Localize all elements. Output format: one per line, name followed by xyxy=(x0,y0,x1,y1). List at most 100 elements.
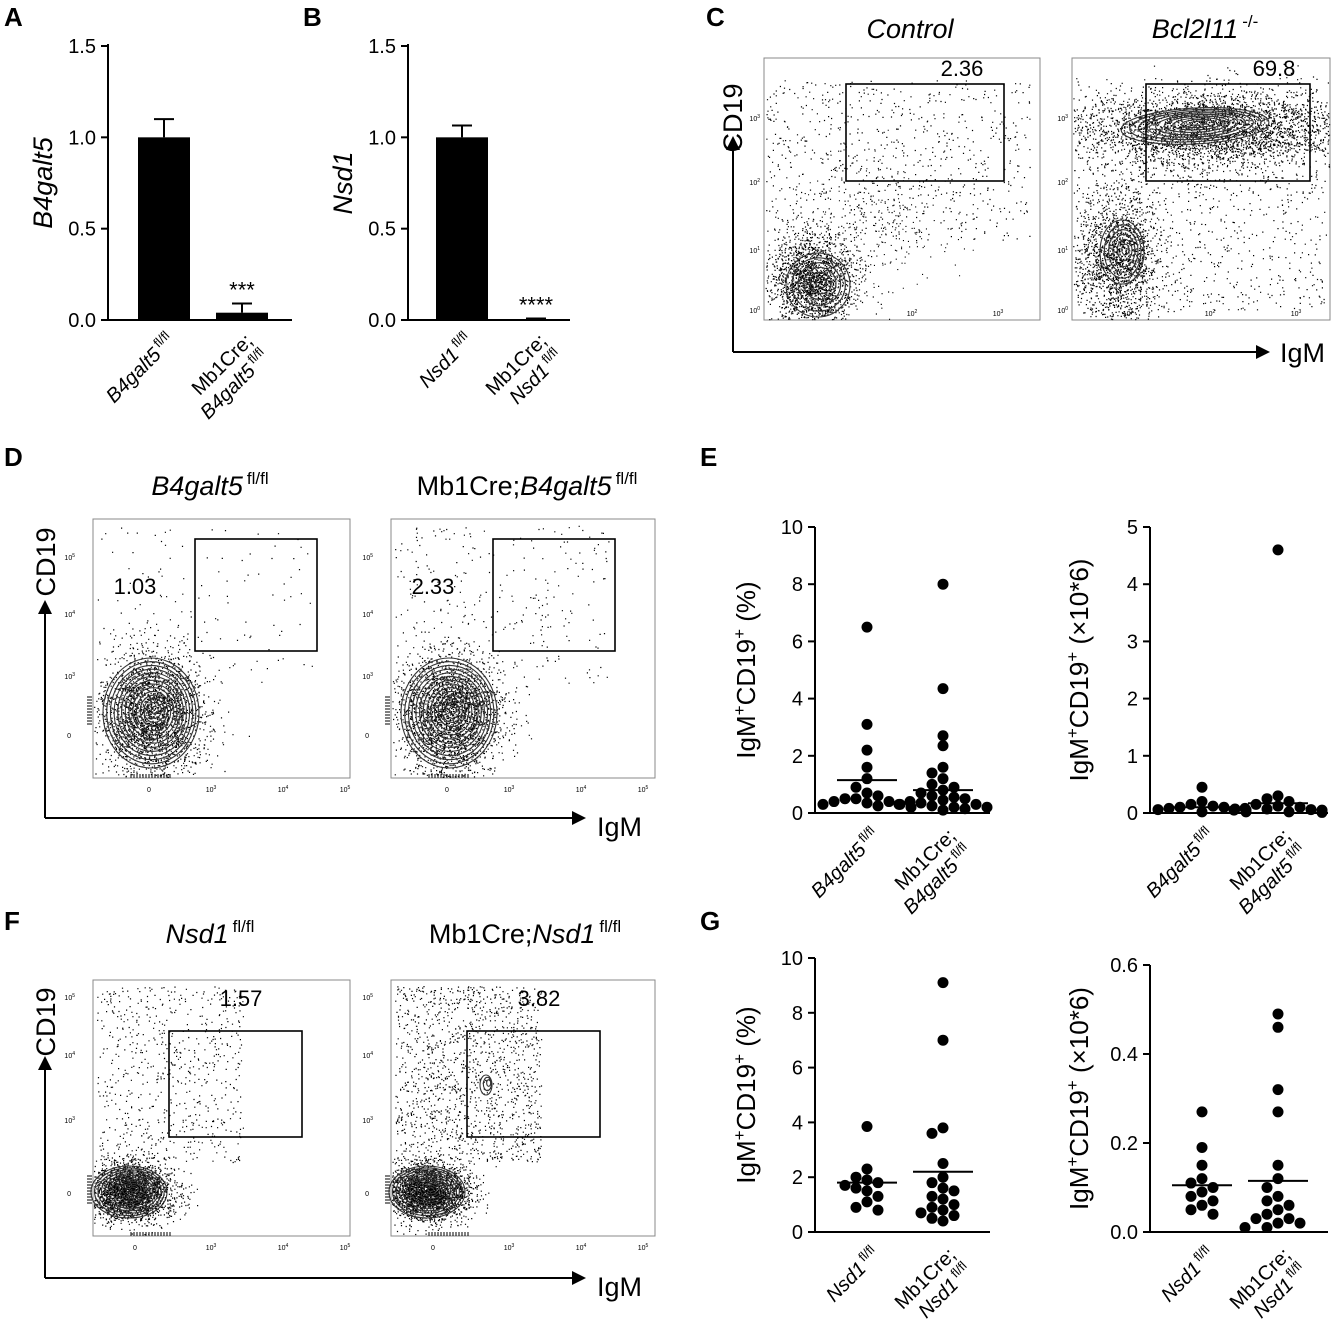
y-tick-label: 6 xyxy=(792,1058,803,1080)
density-contour xyxy=(388,1165,466,1219)
panel-label-b: B xyxy=(303,2,322,32)
density-contour xyxy=(139,694,169,728)
tick-base: 10 xyxy=(64,555,72,562)
density-contour xyxy=(121,676,184,748)
x-axis-arrowhead xyxy=(572,1271,586,1285)
data-point xyxy=(937,804,949,816)
label-text: Nsd1 xyxy=(822,1258,871,1307)
x-category-label-line: B4galt5fl/fl xyxy=(805,823,885,903)
significance-label: **** xyxy=(519,293,554,318)
y-tick-label: 2 xyxy=(792,1167,803,1189)
bar xyxy=(216,312,268,320)
data-point xyxy=(1163,802,1175,814)
tick-base: 10 xyxy=(993,311,1001,318)
y-axis-title: IgM+CD19+ (×10*6) xyxy=(1063,559,1094,782)
data-point xyxy=(828,796,840,808)
data-point xyxy=(1239,1222,1251,1234)
y-tick-label: 4 xyxy=(1127,574,1138,596)
tick-base: 10 xyxy=(1057,308,1065,315)
tick-base: 10 xyxy=(278,787,286,794)
tick-base: 10 xyxy=(576,787,584,794)
data-point xyxy=(1305,804,1317,816)
x-tick-label: 102 xyxy=(1205,309,1216,318)
label-text: CD19 xyxy=(1064,1090,1094,1156)
plot-frame xyxy=(390,518,656,779)
y-tick-label: 3 xyxy=(1127,631,1138,653)
data-point xyxy=(1272,1106,1284,1118)
data-point xyxy=(959,803,971,815)
data-point xyxy=(1294,1217,1306,1229)
label-text: IgM xyxy=(1064,1167,1094,1210)
y-tick-label: 8 xyxy=(792,1003,803,1025)
density-contour xyxy=(1108,229,1139,273)
tick-exponent: 3 xyxy=(1065,114,1068,120)
data-point xyxy=(937,977,949,989)
y-axis-title: CD19 xyxy=(718,83,748,152)
y-tick-label: 4 xyxy=(792,1112,803,1134)
x-category-label: Mb1Cre;Nsd1fl/fl xyxy=(1226,1244,1305,1323)
event-dots xyxy=(395,986,543,1163)
title-text: Nsd1 xyxy=(532,919,595,949)
y-tick-label: 0.5 xyxy=(368,219,396,241)
y-tick-label: 1.0 xyxy=(68,127,96,149)
density-contour xyxy=(1121,243,1130,256)
density-contour xyxy=(407,664,492,761)
tick-base: 10 xyxy=(362,612,370,619)
density-contour xyxy=(107,1175,154,1207)
data-point xyxy=(861,621,873,633)
data-point xyxy=(883,796,895,808)
gate-rectangle xyxy=(492,538,616,652)
tick-base: 10 xyxy=(1057,116,1065,123)
label-superscript: fl/fl xyxy=(448,328,470,350)
y-tick-label: 10 xyxy=(781,948,803,970)
tick-exponent: 5 xyxy=(646,1243,649,1249)
tick-exponent: 5 xyxy=(348,1243,351,1249)
data-point xyxy=(1207,1195,1219,1207)
gate-rectangle xyxy=(466,1030,601,1138)
density-contour xyxy=(114,1178,148,1202)
density-contour xyxy=(426,1186,435,1192)
data-point xyxy=(1250,1213,1262,1225)
label-text: IgM xyxy=(731,715,761,758)
tick-exponent: 3 xyxy=(370,1116,373,1122)
bar xyxy=(138,137,190,320)
density-contour xyxy=(815,276,828,289)
gate-percentage: 1.57 xyxy=(220,986,263,1011)
title-text: Mb1Cre; xyxy=(417,471,521,501)
label-superscript: fl/fl xyxy=(855,823,877,845)
density-contour xyxy=(400,657,498,769)
tick-base: 10 xyxy=(1057,180,1065,187)
data-point xyxy=(937,1182,949,1194)
y-tick-label: 104 xyxy=(64,1051,75,1060)
data-point xyxy=(926,778,938,790)
density-contour-small xyxy=(486,1079,492,1087)
tick-base: 10 xyxy=(362,1053,370,1060)
label-superscript: fl/fl xyxy=(1190,823,1212,845)
x-axis-arrowhead xyxy=(1256,345,1270,359)
y-axis-arrowhead xyxy=(38,600,52,614)
tick-base: 10 xyxy=(1123,311,1131,318)
tick-exponent: 0 xyxy=(757,306,760,312)
title-superscript: fl/fl xyxy=(599,917,621,936)
tick-exponent: 4 xyxy=(584,1243,587,1249)
data-point xyxy=(839,1179,851,1191)
bar xyxy=(510,319,562,320)
event-dots xyxy=(97,527,313,684)
density-contour xyxy=(135,690,172,732)
x-category-label-line: B4galt5fl/fl xyxy=(1140,823,1220,903)
data-point xyxy=(817,798,829,810)
density-contour xyxy=(426,683,476,740)
density-contour xyxy=(437,694,467,728)
density-contour-small xyxy=(479,1074,493,1096)
title-superscript: fl/fl xyxy=(616,469,638,488)
title-superscript: -/- xyxy=(1242,12,1258,31)
gate-percentage: 3.82 xyxy=(518,986,561,1011)
x-category-label: Mb1Cre;B4galt5fl/fl xyxy=(188,330,267,424)
x-tick-label: 104 xyxy=(278,1243,289,1252)
data-point xyxy=(1196,1199,1208,1211)
